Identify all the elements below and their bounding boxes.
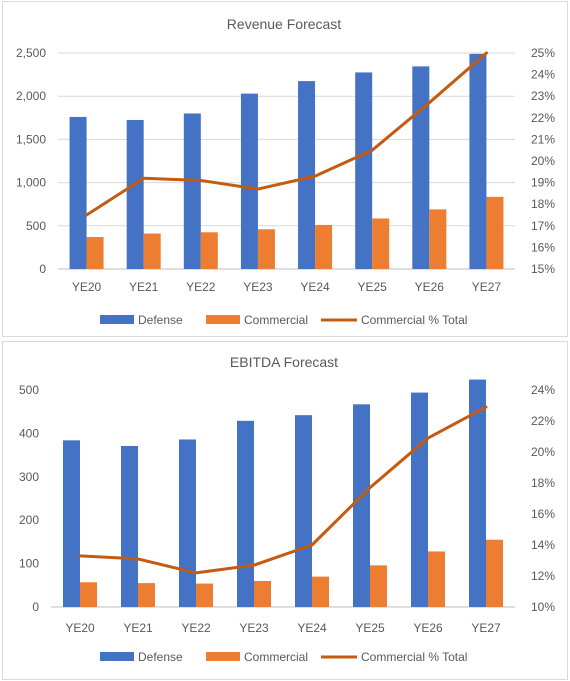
revenue-forecast-chart: Revenue Forecast 0 500 1,000 1,500 2,000 2,50… <box>2 1 568 337</box>
legend-label: Commercial <box>244 313 308 327</box>
defense-bar <box>69 116 87 269</box>
commercial-bar <box>315 224 333 269</box>
ebitda-forecast-svg: EBITDA Forecast 0 100 200 300 400 500 10% 12% 14… <box>19 354 555 664</box>
defense-bar <box>355 72 373 269</box>
commercial-bar <box>196 583 213 607</box>
y2-tick-label: 10% <box>531 600 555 614</box>
y2-tick-label: 20% <box>531 445 555 459</box>
defense-bar <box>121 445 138 607</box>
commercial-bar <box>370 565 387 607</box>
revenue-forecast-svg: Revenue Forecast 0 500 1,000 1,500 2,000 2,50… <box>16 16 555 327</box>
y2-tick-label: 18% <box>531 476 555 490</box>
y2-tick-label: 25% <box>531 46 555 60</box>
x-tick-label: YE27 <box>471 621 501 635</box>
defense-bar <box>179 439 196 607</box>
legend-label: Commercial <box>244 650 308 664</box>
y-tick-label: 2,500 <box>16 46 46 60</box>
y-tick-label: 500 <box>26 219 46 233</box>
defense-bar <box>469 53 487 269</box>
commercial-bar <box>254 580 271 607</box>
ebitda-forecast-chart: EBITDA Forecast 0 100 200 300 400 500 10% 12% 14… <box>2 341 568 680</box>
x-tick-label: YE26 <box>413 621 443 635</box>
y-tick-label: 1,000 <box>16 176 46 190</box>
y-tick-label: 1,500 <box>16 132 46 146</box>
x-tick-label: YE24 <box>300 280 330 294</box>
y-tick-label: 0 <box>32 600 39 614</box>
chart-title: Revenue Forecast <box>227 16 342 32</box>
x-tick-label: YE27 <box>472 280 502 294</box>
commercial-pct-total-line <box>85 51 488 217</box>
legend-swatch <box>206 315 240 324</box>
commercial-bar <box>429 209 447 269</box>
defense-bar <box>295 415 312 607</box>
defense-bar <box>240 93 258 269</box>
y2-tick-label: 12% <box>531 569 555 583</box>
y-tick-label: 100 <box>19 557 39 571</box>
commercial-bar <box>143 233 161 269</box>
x-tick-label: YE21 <box>129 280 159 294</box>
x-tick-label: YE26 <box>415 280 445 294</box>
x-tick-label: YE23 <box>239 621 269 635</box>
y2-tick-label: 17% <box>531 219 555 233</box>
x-tick-label: YE20 <box>72 280 102 294</box>
commercial-bar <box>80 582 97 607</box>
legend-label: Commercial % Total <box>361 313 467 327</box>
y2-tick-label: 20% <box>531 154 555 168</box>
x-tick-label: YE25 <box>355 621 385 635</box>
commercial-bar <box>86 237 104 269</box>
x-tick-label: YE21 <box>123 621 153 635</box>
commercial-bar <box>428 551 445 607</box>
y2-tick-label: 14% <box>531 538 555 552</box>
legend-label: Defense <box>138 650 183 664</box>
defense-bar <box>126 119 144 270</box>
y2-tick-label: 16% <box>531 507 555 521</box>
y2-tick-label: 19% <box>531 176 555 190</box>
x-tick-label: YE20 <box>65 621 95 635</box>
y-tick-label: 300 <box>19 470 39 484</box>
y2-tick-label: 23% <box>531 89 555 103</box>
defense-bar <box>237 420 254 607</box>
commercial-bar <box>257 229 275 269</box>
commercial-bar <box>486 196 504 269</box>
y2-tick-label: 24% <box>531 383 555 397</box>
x-tick-label: YE25 <box>358 280 388 294</box>
y-tick-label: 400 <box>19 426 39 440</box>
defense-bar <box>353 404 370 607</box>
defense-bar <box>469 379 486 607</box>
y2-tick-label: 22% <box>531 414 555 428</box>
y2-tick-label: 18% <box>531 197 555 211</box>
commercial-pct-total-line <box>78 405 488 575</box>
commercial-bar <box>138 583 155 607</box>
legend-label: Defense <box>138 313 183 327</box>
x-tick-label: YE23 <box>243 280 273 294</box>
defense-bar <box>412 66 430 269</box>
chart-title: EBITDA Forecast <box>230 354 338 370</box>
x-tick-label: YE22 <box>181 621 211 635</box>
x-tick-label: YE24 <box>297 621 327 635</box>
commercial-bar <box>312 576 329 607</box>
defense-bar <box>411 392 428 607</box>
y-tick-label: 0 <box>39 262 46 276</box>
y2-tick-label: 22% <box>531 111 555 125</box>
y2-tick-label: 21% <box>531 132 555 146</box>
legend-swatch <box>100 315 134 324</box>
defense-bar <box>63 440 80 607</box>
y2-tick-label: 24% <box>531 68 555 82</box>
legend-swatch <box>100 652 134 661</box>
x-tick-label: YE22 <box>186 280 216 294</box>
y-tick-label: 500 <box>19 383 39 397</box>
legend-label: Commercial % Total <box>361 650 467 664</box>
y2-tick-label: 16% <box>531 240 555 254</box>
y2-tick-label: 15% <box>531 262 555 276</box>
commercial-bar <box>200 232 218 269</box>
y-tick-label: 2,000 <box>16 89 46 103</box>
y-tick-label: 200 <box>19 513 39 527</box>
commercial-bar <box>486 539 503 607</box>
defense-bar <box>298 81 316 269</box>
commercial-bar <box>372 218 390 269</box>
defense-bar <box>183 113 201 269</box>
legend-swatch <box>206 652 240 661</box>
